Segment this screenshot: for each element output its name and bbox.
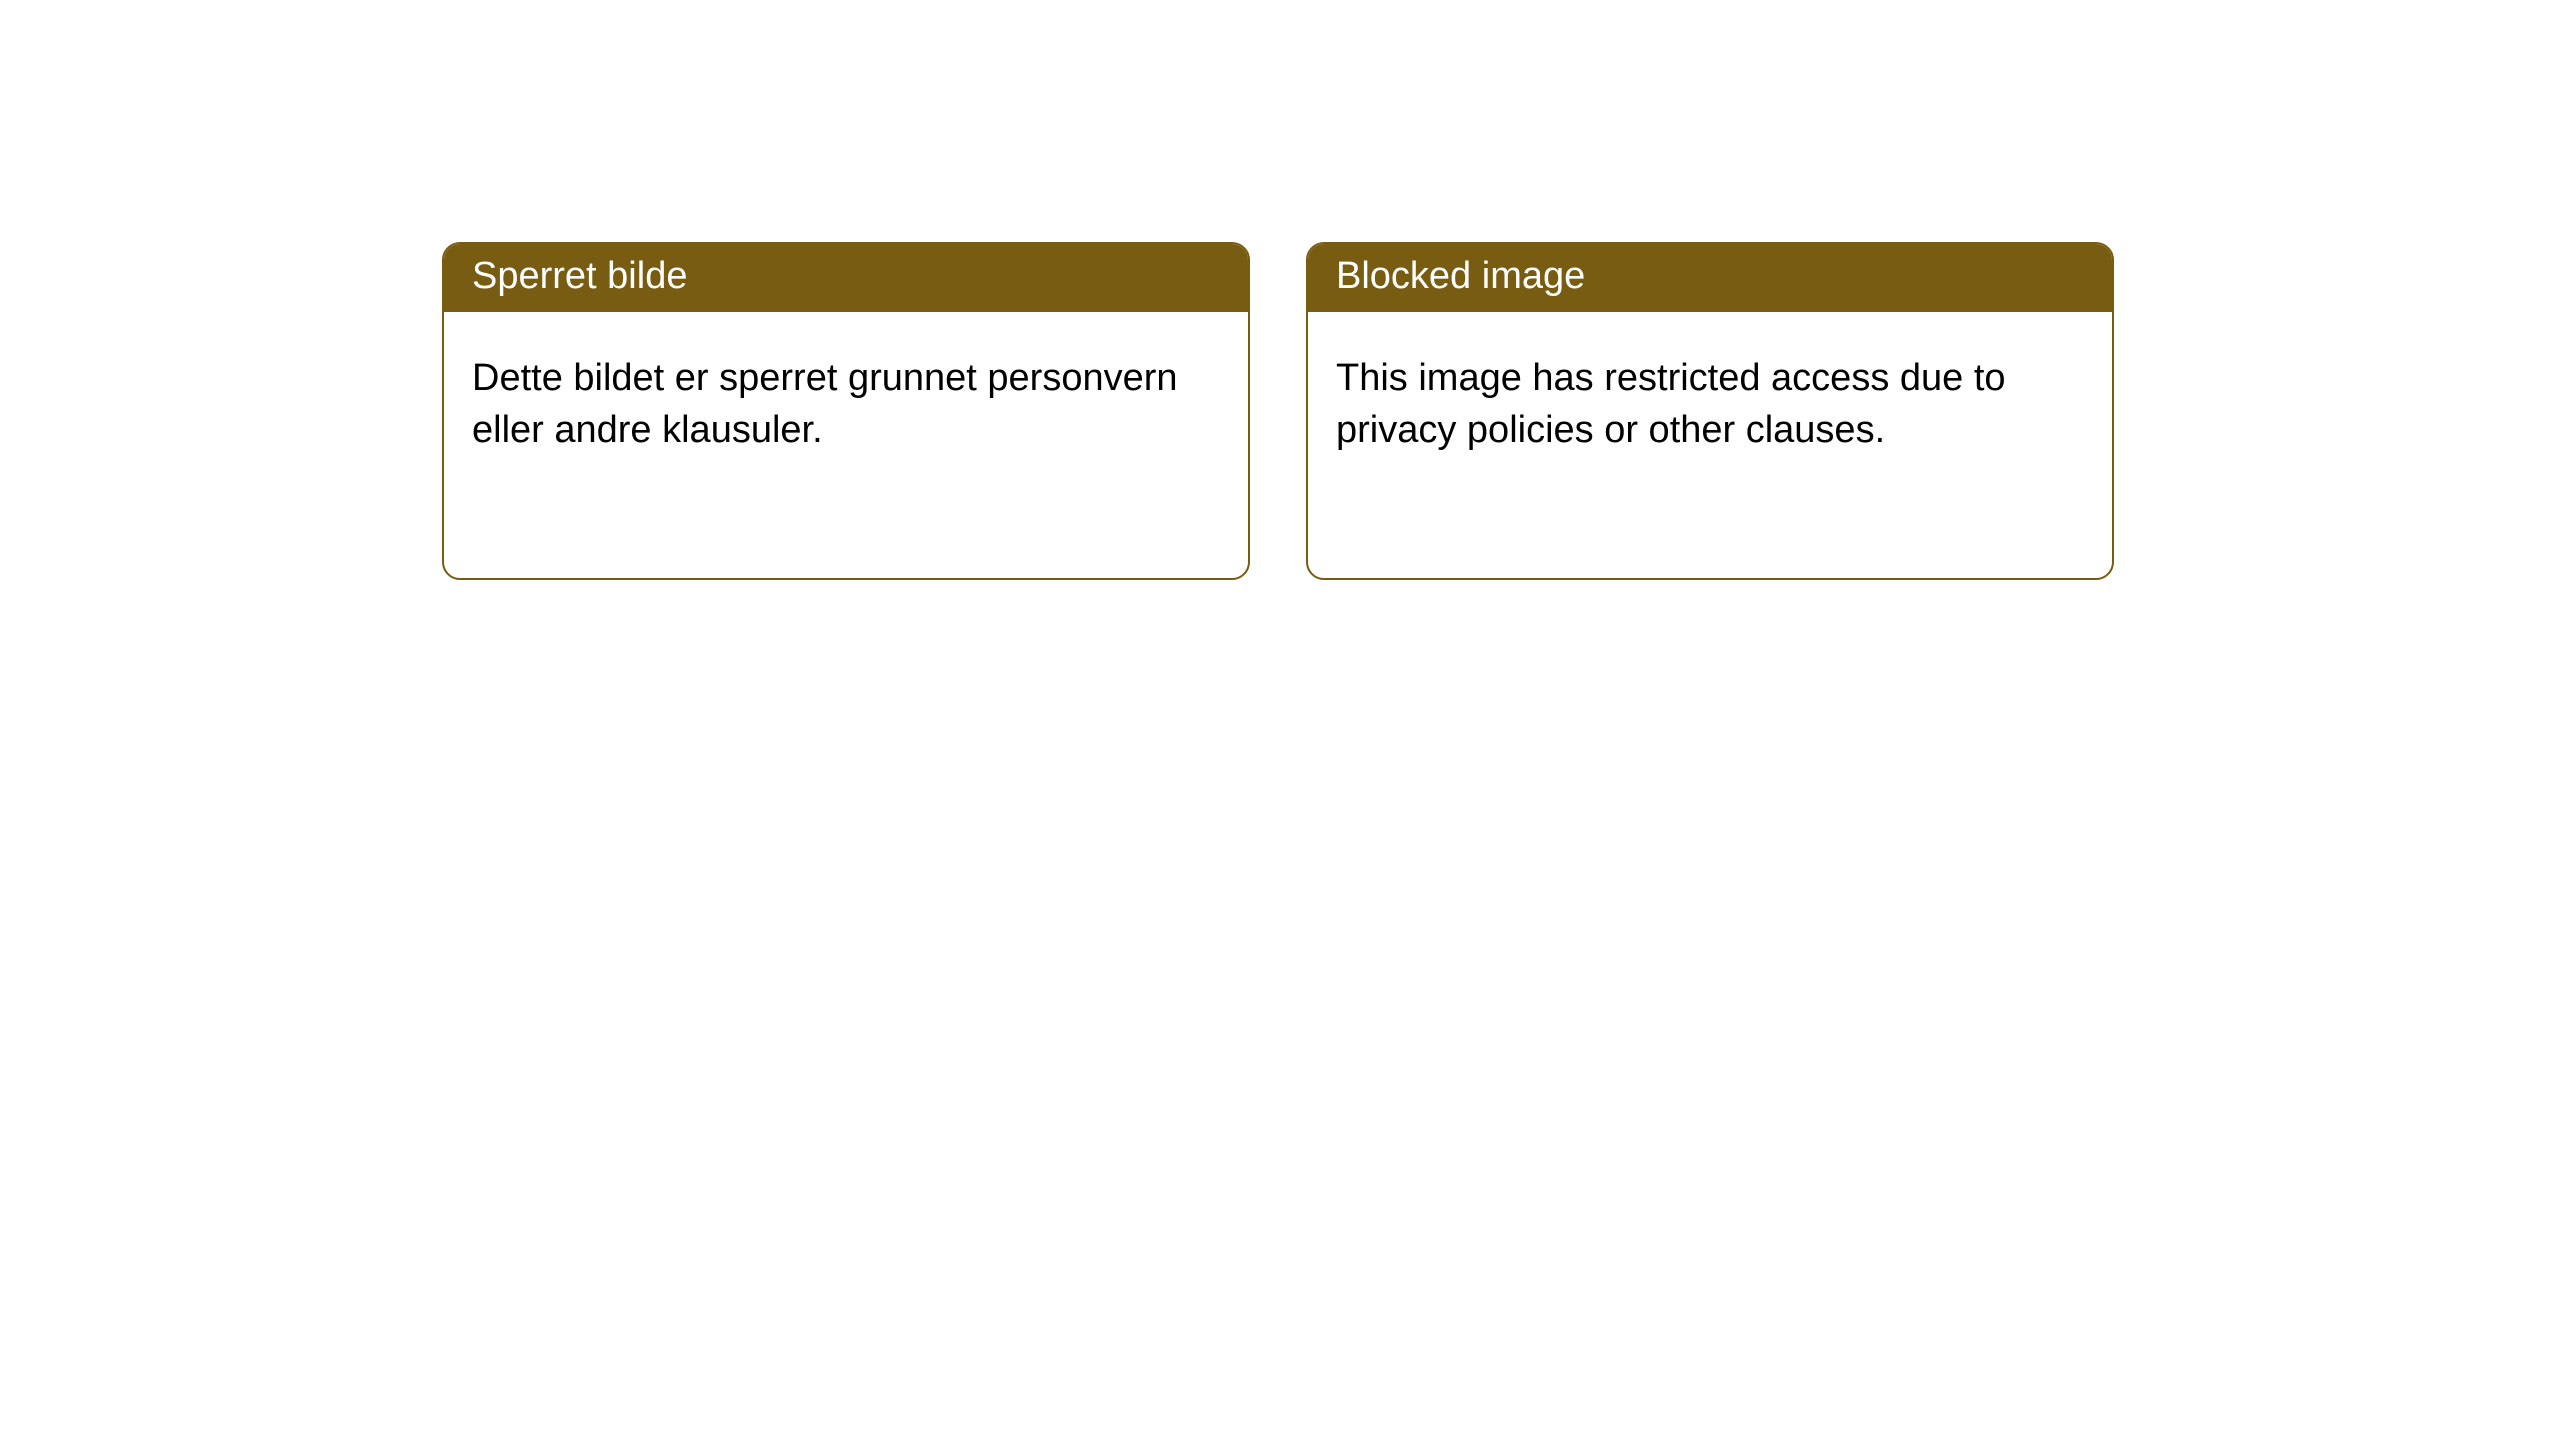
notice-body-norwegian: Dette bildet er sperret grunnet personve… — [444, 312, 1248, 485]
notice-container: Sperret bilde Dette bildet er sperret gr… — [442, 242, 2114, 580]
notice-card-english: Blocked image This image has restricted … — [1306, 242, 2114, 580]
notice-title-english: Blocked image — [1308, 244, 2112, 312]
notice-title-norwegian: Sperret bilde — [444, 244, 1248, 312]
notice-card-norwegian: Sperret bilde Dette bildet er sperret gr… — [442, 242, 1250, 580]
notice-body-english: This image has restricted access due to … — [1308, 312, 2112, 485]
